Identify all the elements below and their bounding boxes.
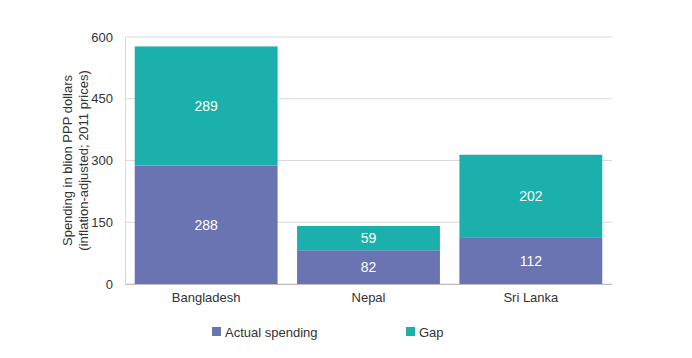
data-label: 289	[194, 98, 218, 114]
bar-segment	[459, 155, 602, 238]
data-label: 59	[361, 230, 377, 246]
x-tick-label: Sri Lanka	[503, 290, 559, 305]
data-label: 288	[194, 217, 218, 233]
x-tick: Sri Lanka	[503, 284, 559, 305]
y-tick-label: 600	[91, 30, 113, 45]
legend-swatch	[406, 327, 415, 336]
y-tick: 0	[106, 277, 125, 292]
x-axis-line	[126, 284, 613, 285]
y-tick: 300	[91, 153, 125, 168]
bars	[135, 46, 603, 284]
bar-segment	[459, 238, 602, 284]
x-tick: Nepal	[352, 284, 386, 305]
data-label: 112	[520, 253, 543, 269]
chart: 0 150 300 450 600 288 82 112 289 59 202 Bangladesh N…	[0, 0, 692, 358]
legend: Actual spending Gap	[212, 325, 444, 340]
x-axis: Bangladesh Nepal Sri Lanka	[126, 284, 613, 305]
data-label: 202	[519, 188, 543, 204]
data-labels: 288 82 112 289 59 202	[194, 98, 542, 275]
x-tick-label: Nepal	[352, 290, 386, 305]
y-tick: 600	[91, 30, 125, 45]
y-tick-label: 450	[91, 91, 113, 106]
bar-segment	[135, 46, 278, 165]
y-axis-title-line: Spending in blion PPP dollars	[60, 74, 75, 246]
y-tick-label: 150	[91, 215, 113, 230]
legend-swatch	[212, 327, 221, 336]
y-tick-label: 300	[91, 153, 113, 168]
bar-segment	[297, 250, 440, 284]
y-axis-title: Spending in blion PPP dollars(inflation-…	[60, 70, 91, 250]
legend-label: Actual spending	[225, 325, 318, 340]
y-tick: 150	[91, 215, 125, 230]
bar-segment	[135, 165, 278, 284]
y-axis-title-line: (inflation-adjusted; 2011 prices)	[76, 70, 91, 250]
y-tick: 450	[91, 91, 125, 106]
y-axis-line	[125, 38, 126, 285]
bar-segment	[297, 226, 440, 250]
x-tick-label: Bangladesh	[172, 290, 241, 305]
grid-line	[125, 37, 612, 38]
legend-item: Gap	[406, 325, 444, 340]
y-tick-label: 0	[106, 277, 113, 292]
legend-item: Actual spending	[212, 325, 318, 340]
legend-label: Gap	[419, 325, 444, 340]
data-label: 82	[361, 259, 377, 275]
x-tick: Bangladesh	[172, 284, 241, 305]
grid	[125, 37, 612, 284]
y-axis: 0 150 300 450 600	[91, 30, 125, 292]
